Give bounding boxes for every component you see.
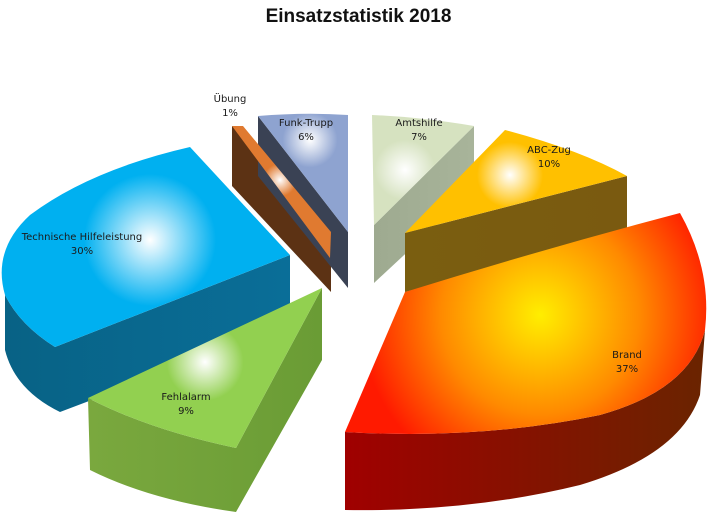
slice-label-technische-hilfeleistung: Technische Hilfeleistung [21, 232, 143, 243]
slice-value-brand: 37% [616, 364, 638, 375]
slice-label-abc-zug: ABC-Zug [527, 145, 571, 156]
slice-label-fehlalarm: Fehlalarm [161, 392, 210, 403]
pie-slice-technische-hilfeleistung [1, 147, 290, 347]
pie-slice-side-fehlalarm [88, 288, 322, 512]
pie-slice-side-uebung [232, 126, 331, 292]
pie-slice-side-brand [345, 330, 705, 511]
chart-title: Einsatzstatistik 2018 [265, 6, 452, 27]
slice-value-fehlalarm: 9% [178, 406, 194, 417]
pie-slice-funk-trupp [258, 113, 348, 232]
slice-value-amtshilfe: 7% [411, 132, 427, 143]
slice-value-technische-hilfeleistung: 30% [71, 246, 93, 257]
slice-label-amtshilfe: Amtshilfe [395, 118, 442, 129]
slice-label-uebung: Übung [214, 92, 247, 105]
slice-label-brand: Brand [612, 350, 642, 361]
pie-slice-side-technische-hilfeleistung [5, 255, 290, 412]
pie-slice-abc-zug [405, 130, 627, 233]
pie-slice-uebung [232, 126, 331, 258]
slice-label-funk-trupp: Funk-Trupp [279, 118, 333, 129]
pie-slice-side-amtshilfe [374, 126, 474, 283]
slice-value-abc-zug: 10% [538, 159, 560, 170]
pie-slice-side-abc-zug [405, 176, 627, 292]
pie-slice-amtshilfe [372, 115, 474, 225]
slice-value-uebung: 1% [222, 108, 238, 119]
slice-value-funk-trupp: 6% [298, 132, 314, 143]
pie-slice-brand [345, 213, 707, 434]
pie-slice-fehlalarm [88, 288, 322, 448]
